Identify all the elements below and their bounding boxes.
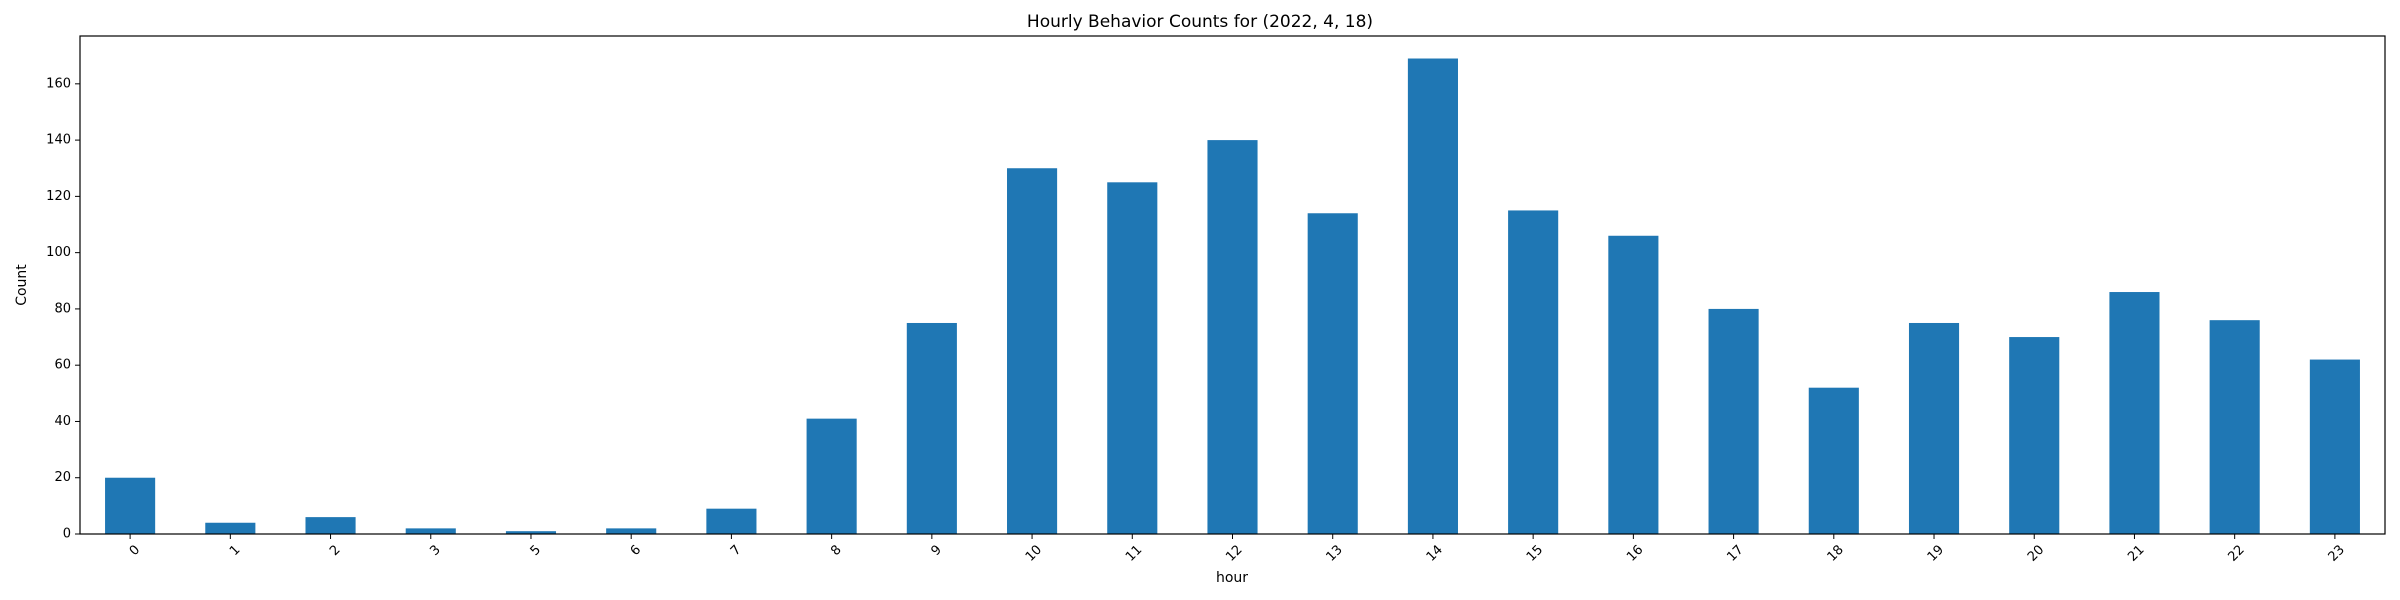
x-tick-label: 14 xyxy=(1424,542,1446,564)
bar-hour-19 xyxy=(1908,322,1960,534)
bar-hour-10 xyxy=(1007,168,1058,534)
x-tick-label: 0 xyxy=(127,542,143,558)
x-tick-label: 2 xyxy=(327,542,343,558)
bar-hour-1 xyxy=(205,522,256,534)
y-tick-label: 60 xyxy=(54,358,71,373)
y-tick-label: 0 xyxy=(63,527,71,542)
y-tick-label: 120 xyxy=(46,189,71,204)
bar-hour-3 xyxy=(405,528,456,534)
x-tick-label: 18 xyxy=(1825,542,1847,564)
x-tick-label: 12 xyxy=(1223,542,1245,564)
x-tick-label: 3 xyxy=(427,542,443,558)
x-tick-label: 13 xyxy=(1323,542,1345,564)
y-axis-label: Count xyxy=(14,264,30,306)
y-tick-label: 20 xyxy=(54,470,71,485)
x-tick-label: 20 xyxy=(2025,542,2047,564)
x-tick-label: 1 xyxy=(227,542,243,558)
y-tick-label: 140 xyxy=(46,133,71,148)
bar-hour-11 xyxy=(1107,182,1158,534)
x-tick-label: 11 xyxy=(1123,542,1145,564)
y-tick-label: 100 xyxy=(46,245,71,260)
chart-title: Hourly Behavior Counts for (2022, 4, 18) xyxy=(1027,12,1373,32)
x-axis-label: hour xyxy=(1216,570,1248,586)
bar-hour-16 xyxy=(1608,235,1659,535)
bar-hour-9 xyxy=(906,322,957,534)
bar-hour-0 xyxy=(105,477,156,534)
bar-hour-5 xyxy=(505,531,557,534)
x-tick-label: 21 xyxy=(2125,542,2147,564)
x-tick-label: 10 xyxy=(1023,542,1045,564)
x-tick-label: 7 xyxy=(728,542,744,558)
x-tick-label: 15 xyxy=(1524,542,1546,564)
x-tick-label: 5 xyxy=(528,542,544,558)
x-tick-label: 23 xyxy=(2326,542,2348,564)
y-axis: 0 20 40 60 80 100 120 140 160 xyxy=(46,76,80,542)
x-tick-label: 22 xyxy=(2225,542,2247,564)
bar-hour-18 xyxy=(1808,387,1859,534)
bars-group xyxy=(105,58,2360,535)
bar-hour-17 xyxy=(1708,308,1759,534)
bar-hour-8 xyxy=(806,418,857,534)
bar-hour-23 xyxy=(2309,359,2360,534)
bar-hour-2 xyxy=(305,517,356,534)
y-tick-label: 80 xyxy=(54,301,71,316)
y-tick-label: 40 xyxy=(54,414,71,429)
bar-hour-7 xyxy=(706,508,757,534)
x-tick-label: 19 xyxy=(1925,542,1947,564)
x-tick-label: 17 xyxy=(1724,542,1746,564)
x-tick-label: 9 xyxy=(928,542,944,558)
bar-hour-6 xyxy=(606,528,657,534)
x-tick-label: 16 xyxy=(1624,542,1646,564)
bar-hour-13 xyxy=(1307,213,1358,534)
bar-hour-12 xyxy=(1207,140,1258,535)
plot-frame xyxy=(79,35,2386,535)
bar-hour-21 xyxy=(2109,292,2160,534)
x-tick-label: 8 xyxy=(828,542,844,558)
bar-hour-15 xyxy=(1508,210,1559,534)
bar-hour-20 xyxy=(2009,337,2060,534)
y-tick-label: 160 xyxy=(46,76,71,91)
bar-hour-22 xyxy=(2209,320,2260,534)
bar-hour-14 xyxy=(1407,58,1458,534)
x-tick-label: 6 xyxy=(628,542,644,558)
x-axis: 0 1 2 3 5 6 7 8 9 10 11 12 13 14 15 16 17 18 19 20 21 22 23 xyxy=(127,534,2348,565)
